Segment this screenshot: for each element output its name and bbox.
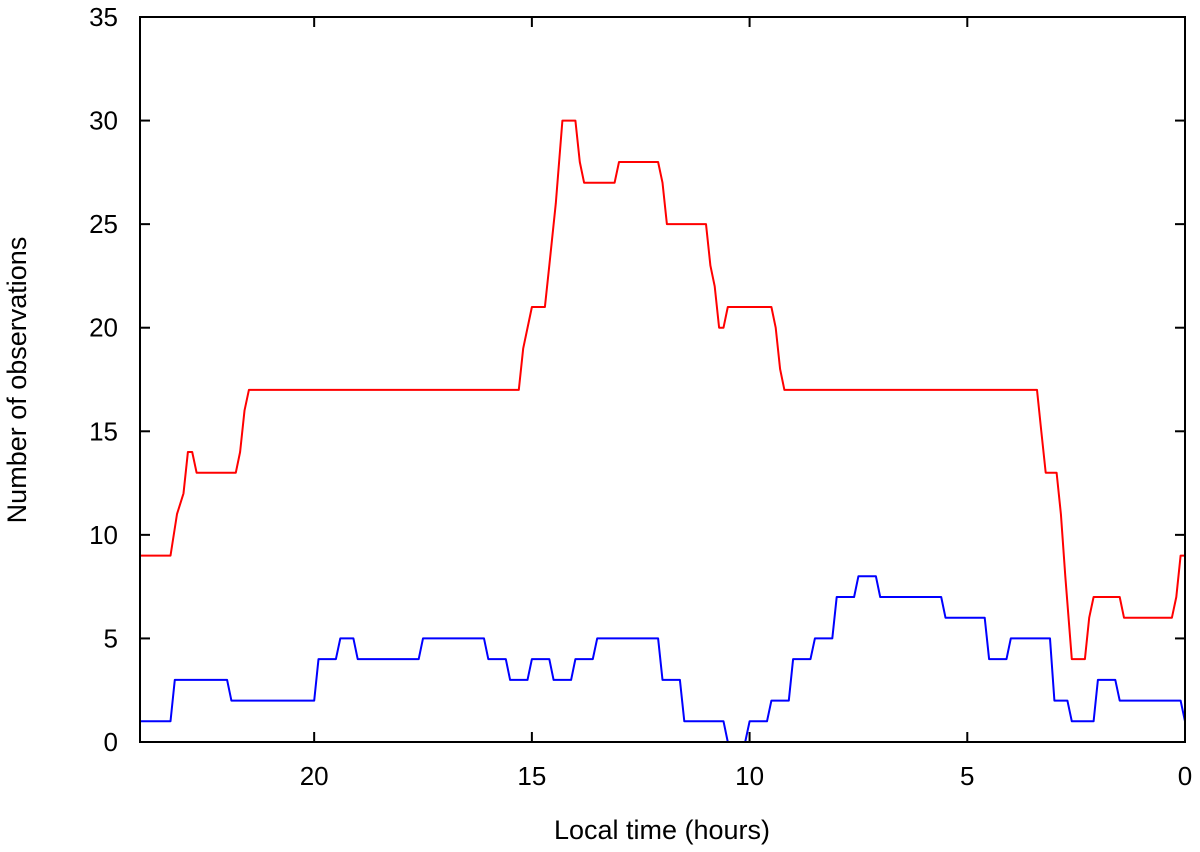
- x-tick-label: 20: [300, 761, 329, 791]
- plot-frame: [139, 16, 1186, 743]
- y-tick-label: 20: [89, 313, 118, 343]
- x-tick-label: 15: [517, 761, 546, 791]
- y-tick-label: 10: [89, 520, 118, 550]
- series-line-2: [140, 575, 1186, 743]
- x-tick-label: 5: [960, 761, 974, 791]
- ticks-layer: 20 15 10 5 0 0 5 10 15 20 25 30 35: [89, 2, 1192, 791]
- y-tick-label: 15: [89, 416, 118, 446]
- x-tick-label: 0: [1178, 761, 1192, 791]
- y-tick-label: 0: [104, 727, 118, 757]
- y-tick-label: 5: [104, 623, 118, 653]
- y-tick-label: 30: [89, 106, 118, 136]
- series-line-1: [140, 119, 1185, 661]
- y-tick-label: 25: [89, 209, 118, 239]
- x-tick-label: 10: [735, 761, 764, 791]
- y-tick-label: 35: [89, 2, 118, 32]
- x-axis-label: Local time (hours): [554, 815, 770, 845]
- y-axis-label: Number of observations: [2, 237, 32, 524]
- series-layer: [140, 119, 1186, 743]
